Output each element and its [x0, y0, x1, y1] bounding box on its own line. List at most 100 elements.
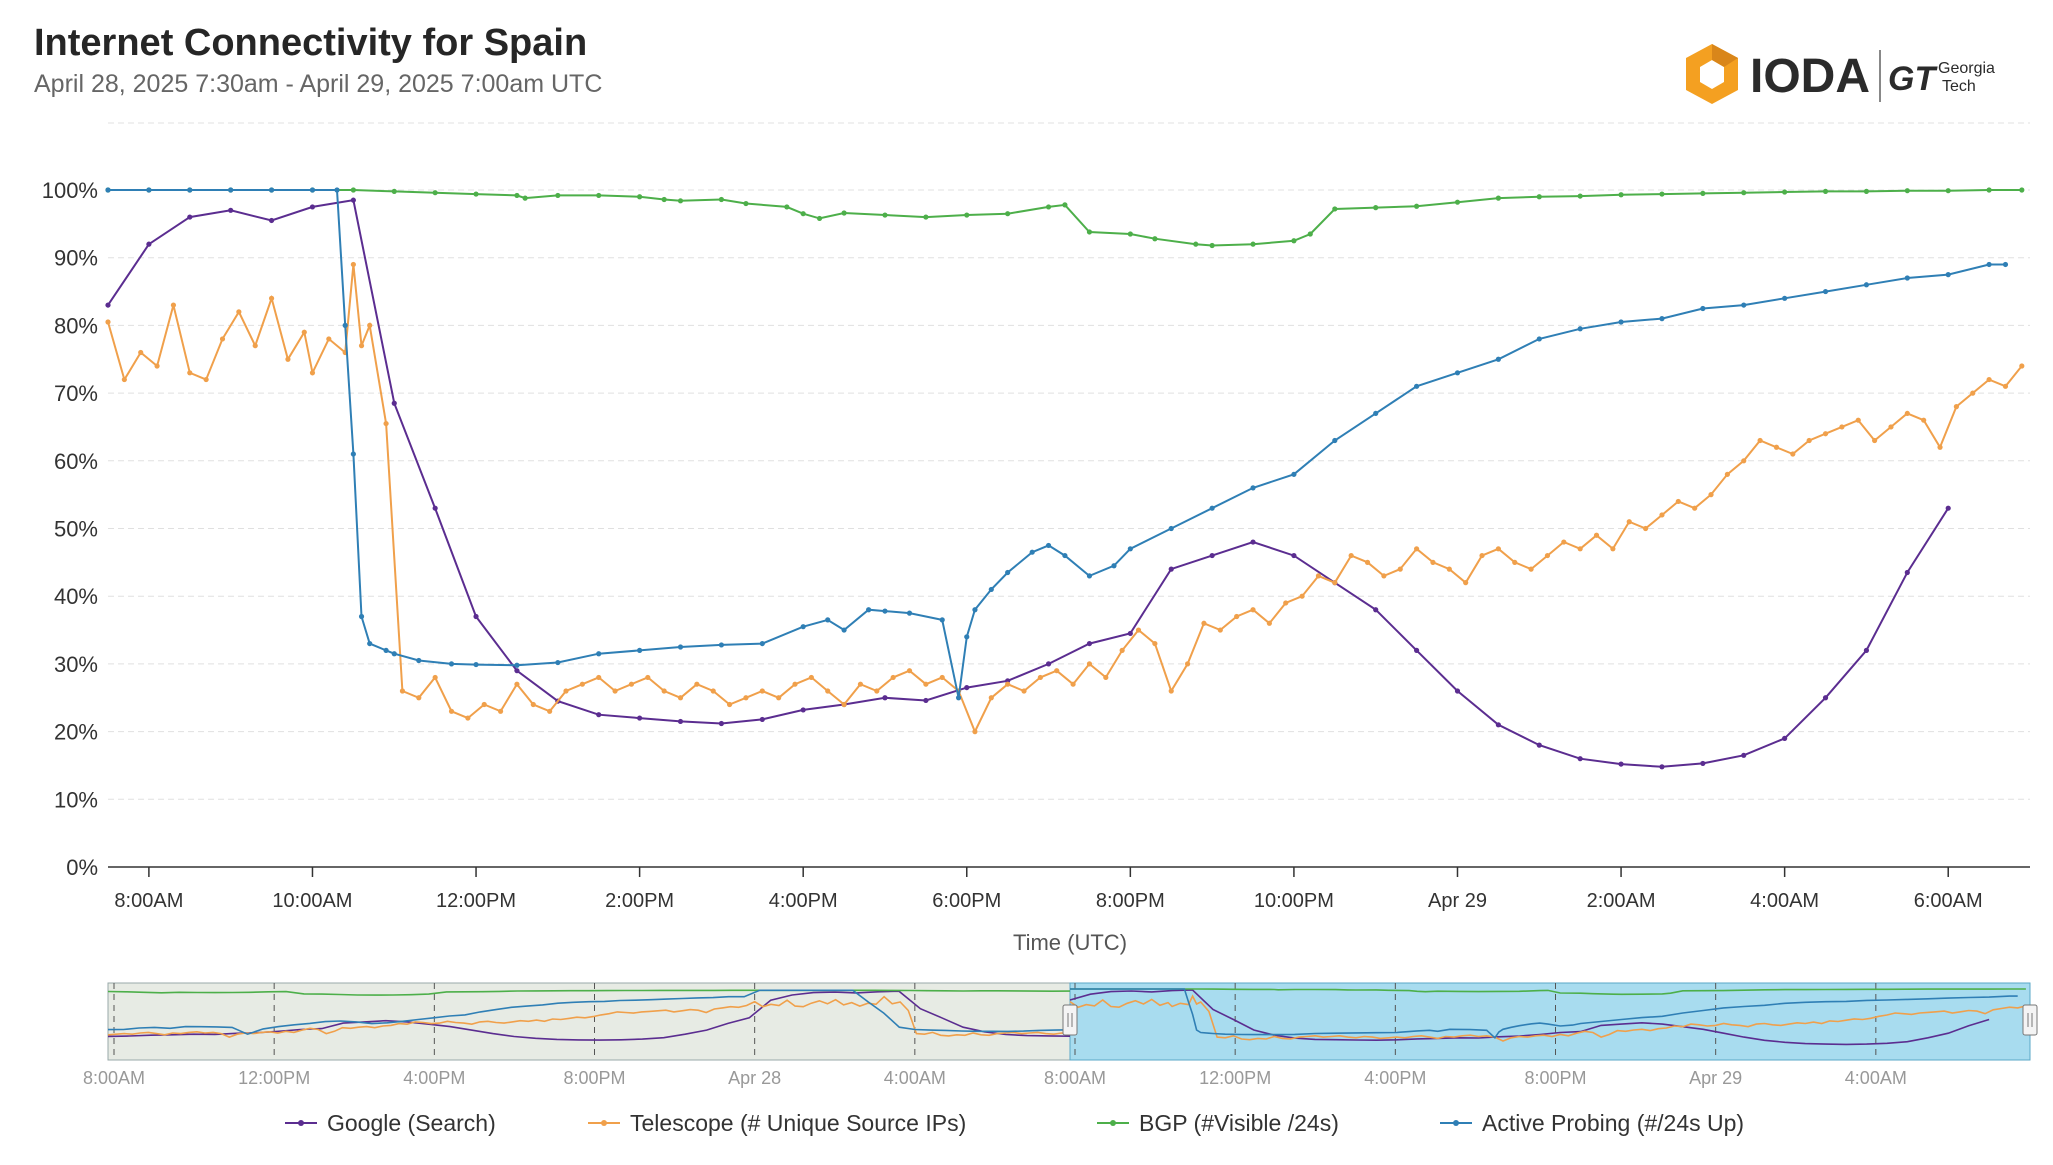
navigator-tick-label: Apr 29 [1689, 1068, 1742, 1088]
data-point-1 [1790, 451, 1796, 457]
x-tick-label: 4:00PM [769, 890, 838, 912]
y-tick-label: 80% [54, 313, 98, 338]
data-point-3 [514, 662, 520, 668]
navigator-tick-label: 8:00AM [83, 1068, 145, 1088]
data-point-1 [236, 309, 242, 315]
data-point-0 [1577, 756, 1583, 762]
data-point-3 [1454, 370, 1461, 376]
data-point-2 [596, 192, 602, 199]
navigator-handle-right[interactable] [2022, 1004, 2038, 1036]
data-point-1 [326, 336, 332, 342]
x-tick-label: 12:00PM [436, 890, 516, 912]
page-title: Internet Connectivity for Spain [34, 22, 588, 64]
x-tick-label: 2:00PM [605, 890, 674, 912]
ioda-logo[interactable]: IODA GT Georgia Tech [1680, 40, 2020, 120]
data-point-3 [391, 651, 397, 657]
data-point-1 [939, 674, 945, 681]
series-line-1[interactable] [107, 264, 2023, 735]
navigator-handle-left[interactable] [1062, 1004, 1078, 1036]
data-point-3 [342, 322, 348, 328]
data-point-0 [1904, 569, 1910, 576]
data-point-3 [1413, 383, 1420, 389]
data-point-1 [825, 688, 831, 694]
data-point-1 [628, 681, 635, 687]
navigator-series-prev-1 [107, 995, 1071, 1038]
legend-item-0[interactable]: Google (Search) [285, 1110, 496, 1136]
legend-item-3[interactable]: Active Probing (#/24s Up) [1440, 1110, 1744, 1136]
data-point-0 [882, 695, 888, 701]
data-point-0 [1945, 505, 1951, 511]
data-point-3 [1986, 261, 1992, 268]
series-line-2[interactable] [108, 189, 2022, 247]
navigator-selection[interactable] [1069, 982, 2031, 1061]
data-point-0 [1659, 764, 1665, 770]
data-point-2 [1618, 192, 1624, 198]
data-point-2 [784, 204, 790, 210]
data-point-1 [1528, 566, 1534, 572]
data-point-3 [416, 657, 422, 664]
gt-mark-icon: GT [1888, 60, 1938, 98]
data-point-3 [473, 661, 479, 668]
data-point-1 [1921, 417, 1927, 423]
data-point-2 [1127, 231, 1133, 237]
data-point-0 [637, 715, 643, 721]
data-point-1 [1577, 546, 1583, 552]
data-point-1 [1855, 417, 1861, 423]
data-point-1 [547, 708, 553, 714]
legend-label: BGP (#Visible /24s) [1139, 1110, 1339, 1136]
x-tick-label: 8:00PM [1096, 890, 1165, 912]
data-point-3 [1618, 319, 1624, 325]
data-point-3 [677, 644, 684, 650]
data-point-1 [448, 708, 455, 714]
data-point-3 [1782, 295, 1788, 301]
data-point-1 [383, 420, 389, 427]
data-point-3 [882, 608, 888, 614]
data-point-0 [187, 214, 193, 220]
legend-item-2[interactable]: BGP (#Visible /24s) [1097, 1110, 1339, 1136]
data-point-3 [1062, 552, 1068, 559]
data-point-3 [1168, 525, 1174, 532]
data-point-1 [1037, 674, 1043, 681]
data-point-1 [1168, 688, 1174, 694]
data-point-1 [1054, 668, 1060, 674]
data-point-1 [1643, 525, 1649, 532]
page-subtitle: April 28, 2025 7:30am - April 29, 2025 7… [34, 70, 603, 98]
series-line-0[interactable] [107, 199, 1950, 768]
legend-item-1[interactable]: Telescope (# Unique Source IPs) [588, 1110, 966, 1136]
data-point-0 [473, 613, 479, 620]
navigator-series-prev-2 [107, 989, 1071, 996]
data-point-2 [1863, 188, 1870, 194]
data-point-0 [1782, 735, 1788, 741]
data-point-1 [1250, 607, 1256, 613]
data-point-3 [939, 617, 945, 623]
data-point-3 [334, 187, 340, 193]
data-point-1 [1315, 573, 1322, 579]
data-point-3 [268, 187, 275, 193]
data-point-2 [555, 192, 561, 199]
data-point-0 [391, 400, 397, 406]
legend-label: Google (Search) [327, 1110, 496, 1136]
data-point-1 [710, 688, 716, 694]
data-point-1 [481, 701, 487, 708]
data-point-0 [1536, 742, 1542, 748]
data-point-0 [596, 712, 602, 718]
data-point-1 [121, 376, 127, 383]
data-point-3 [841, 627, 847, 633]
data-point-0 [1086, 640, 1093, 647]
data-point-0 [350, 197, 356, 203]
data-point-1 [1626, 519, 1632, 525]
data-point-2 [1291, 238, 1297, 244]
data-point-1 [759, 688, 765, 694]
data-point-0 [677, 718, 684, 725]
data-point-2 [2019, 187, 2025, 193]
data-point-3 [1111, 563, 1117, 569]
y-tick-label: 50% [54, 517, 98, 542]
data-point-0 [268, 217, 275, 224]
data-point-2 [1904, 188, 1910, 194]
data-point-0 [432, 505, 438, 511]
data-point-0 [105, 302, 111, 308]
data-point-2 [1209, 242, 1215, 249]
series-line-3[interactable] [108, 189, 2006, 699]
data-point-3 [1045, 542, 1052, 549]
data-point-2 [743, 200, 749, 207]
